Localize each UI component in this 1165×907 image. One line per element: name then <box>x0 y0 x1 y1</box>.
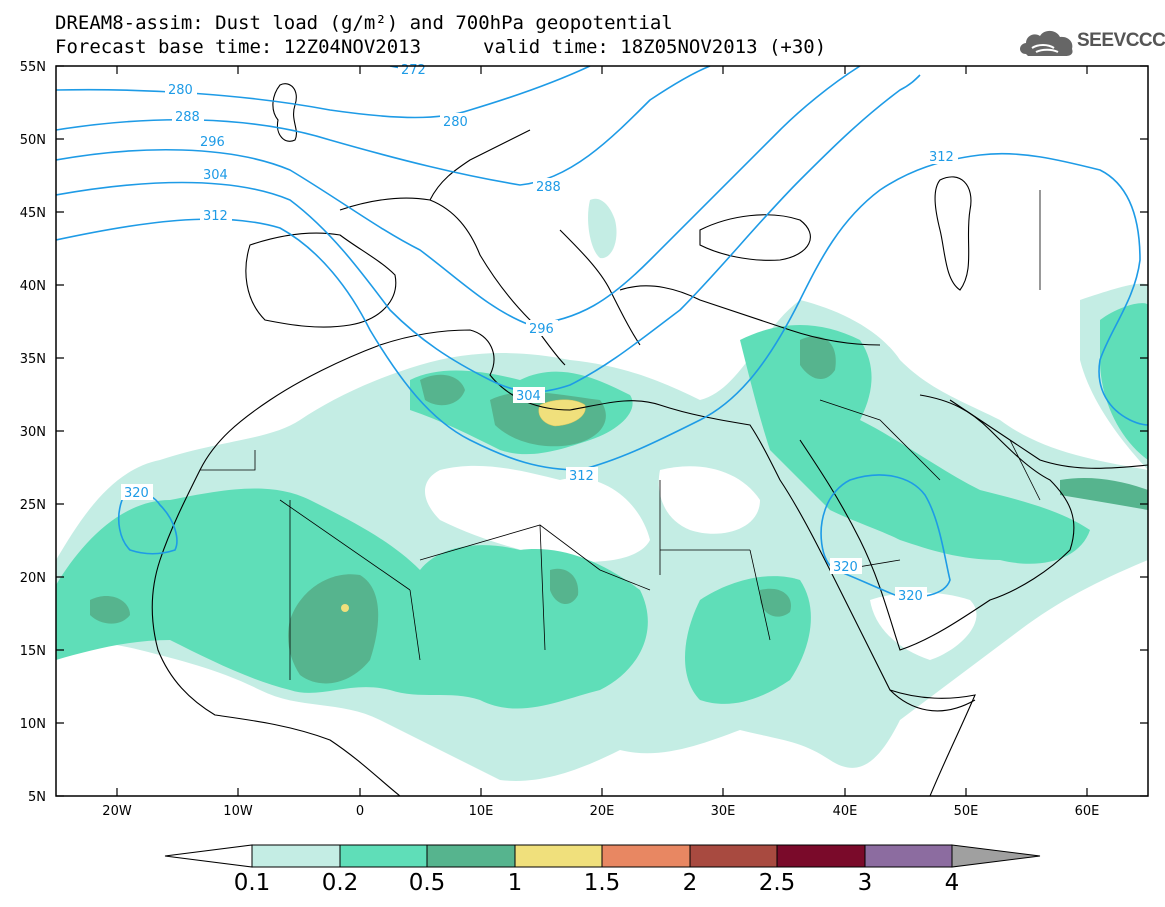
contour-label: 320 <box>898 589 923 604</box>
contour-304 <box>56 74 921 393</box>
valid-time: valid time: 18Z05NOV2013 (+30) <box>483 36 827 58</box>
uk-coastline <box>272 83 297 142</box>
europe-coastline <box>245 129 881 366</box>
colorbar-label: 4 <box>944 870 960 896</box>
lat-tick-label: 20N <box>20 571 46 586</box>
logo-text: SEEVCCC <box>1077 30 1165 51</box>
lat-tick-label: 45N <box>20 206 46 221</box>
iran-coastline <box>949 399 1148 469</box>
contour-label: 288 <box>536 180 561 195</box>
geopotential-contours <box>56 66 1148 598</box>
lon-tick-label: 20E <box>590 804 615 819</box>
dust-clear-area <box>425 465 650 562</box>
horn-coastline <box>889 689 976 712</box>
arabia-coastline <box>799 394 1075 651</box>
dust-area-dark-8 <box>760 588 791 617</box>
contour-label: 312 <box>203 209 228 224</box>
dust-area-yellow-small <box>341 604 349 612</box>
axis-ticks <box>56 65 1148 797</box>
lon-tick-label: 10W <box>223 804 253 819</box>
country-borders <box>200 190 1041 680</box>
contour-label: 304 <box>516 389 541 404</box>
dust-area-light-north <box>588 198 617 259</box>
lon-tick-label: 0 <box>356 804 364 819</box>
dust-clear-area-3 <box>870 592 977 660</box>
colorbar-label: 0.1 <box>233 870 271 896</box>
black-sea-coastline <box>699 214 811 261</box>
contour-label: 312 <box>929 150 954 165</box>
lat-tick-label: 5N <box>28 790 46 805</box>
colorbar-swatch <box>689 844 778 868</box>
contour-label: 320 <box>124 486 149 501</box>
lat-tick-label: 50N <box>20 133 46 148</box>
dust-area-dark <box>288 574 379 684</box>
contour-label: 296 <box>529 322 554 337</box>
lat-tick-label: 35N <box>20 352 46 367</box>
colorbar-swatch <box>426 844 516 868</box>
lon-tick-label: 40E <box>833 804 858 819</box>
contour-280 <box>56 66 591 119</box>
contour-label: 280 <box>168 83 193 98</box>
colorbar-swatch <box>339 844 428 868</box>
lon-tick-label: 50E <box>954 804 979 819</box>
lat-tick-label: 10N <box>20 717 46 732</box>
lon-tick-label: 10E <box>469 804 494 819</box>
dust-clear-area-2 <box>658 466 760 534</box>
contour-label: 296 <box>200 135 225 150</box>
lon-tick-label: 20W <box>102 804 132 819</box>
colorbar-low-arrow <box>164 844 253 868</box>
dust-area-yellow <box>538 399 586 427</box>
caspian-coastline <box>934 176 972 291</box>
lon-tick-label: 30E <box>711 804 736 819</box>
colorbar-swatch <box>251 844 341 868</box>
contour-label: 288 <box>175 110 200 125</box>
colorbar-label: 3 <box>857 870 873 896</box>
lat-tick-label: 30N <box>20 425 46 440</box>
forecast-base-time: Forecast base time: 12Z04NOV2013 <box>55 36 422 58</box>
dust-shading <box>56 198 1148 781</box>
dust-area-dark-7 <box>550 568 579 605</box>
dust-area-dark-4 <box>420 374 465 406</box>
dust-area-dark-5 <box>800 336 836 380</box>
contour-label: 280 <box>443 115 468 130</box>
colorbar-label: 2 <box>682 870 698 896</box>
contour-296 <box>56 66 861 326</box>
colorbar-swatch <box>514 844 603 868</box>
lat-tick-label: 40N <box>20 279 46 294</box>
lat-tick-label: 25N <box>20 498 46 513</box>
dust-area-medium-5 <box>1100 303 1148 460</box>
contour-312 <box>56 152 1148 471</box>
lat-labels: 55N 50N 45N 40N 35N 30N 25N 20N 15N 10N … <box>20 60 46 805</box>
lat-tick-label: 15N <box>20 644 46 659</box>
contour-label: 312 <box>569 469 594 484</box>
colorbar-swatch <box>601 844 691 868</box>
cloud-logo-icon <box>1020 30 1073 56</box>
lon-tick-label: 60E <box>1075 804 1100 819</box>
colorbar-label: 1 <box>507 870 523 896</box>
colorbar-label: 1.5 <box>583 870 621 896</box>
colorbar-label: 0.2 <box>321 870 359 896</box>
coastlines <box>151 83 1148 796</box>
contour-288 <box>56 66 711 186</box>
contour-labels: 272 280 280 288 288 296 296 304 304 312 … <box>121 62 958 604</box>
colorbar-high-arrow <box>951 844 1041 868</box>
colorbar <box>164 844 1041 868</box>
colorbar-label: 2.5 <box>758 870 796 896</box>
dust-area-dark-2 <box>90 595 130 624</box>
lon-labels: 20W 10W 0 10E 20E 30E 40E 50E 60E <box>102 804 1099 819</box>
dust-area-dark-6 <box>1060 478 1148 510</box>
lat-tick-label: 55N <box>20 60 46 75</box>
colorbar-label: 0.5 <box>408 870 446 896</box>
colorbar-swatch <box>776 844 866 868</box>
contour-label: 304 <box>203 168 228 183</box>
map-title: DREAM8-assim: Dust load (g/m²) and 700hP… <box>55 12 673 34</box>
colorbar-swatch <box>864 844 953 868</box>
contour-label: 320 <box>833 560 858 575</box>
